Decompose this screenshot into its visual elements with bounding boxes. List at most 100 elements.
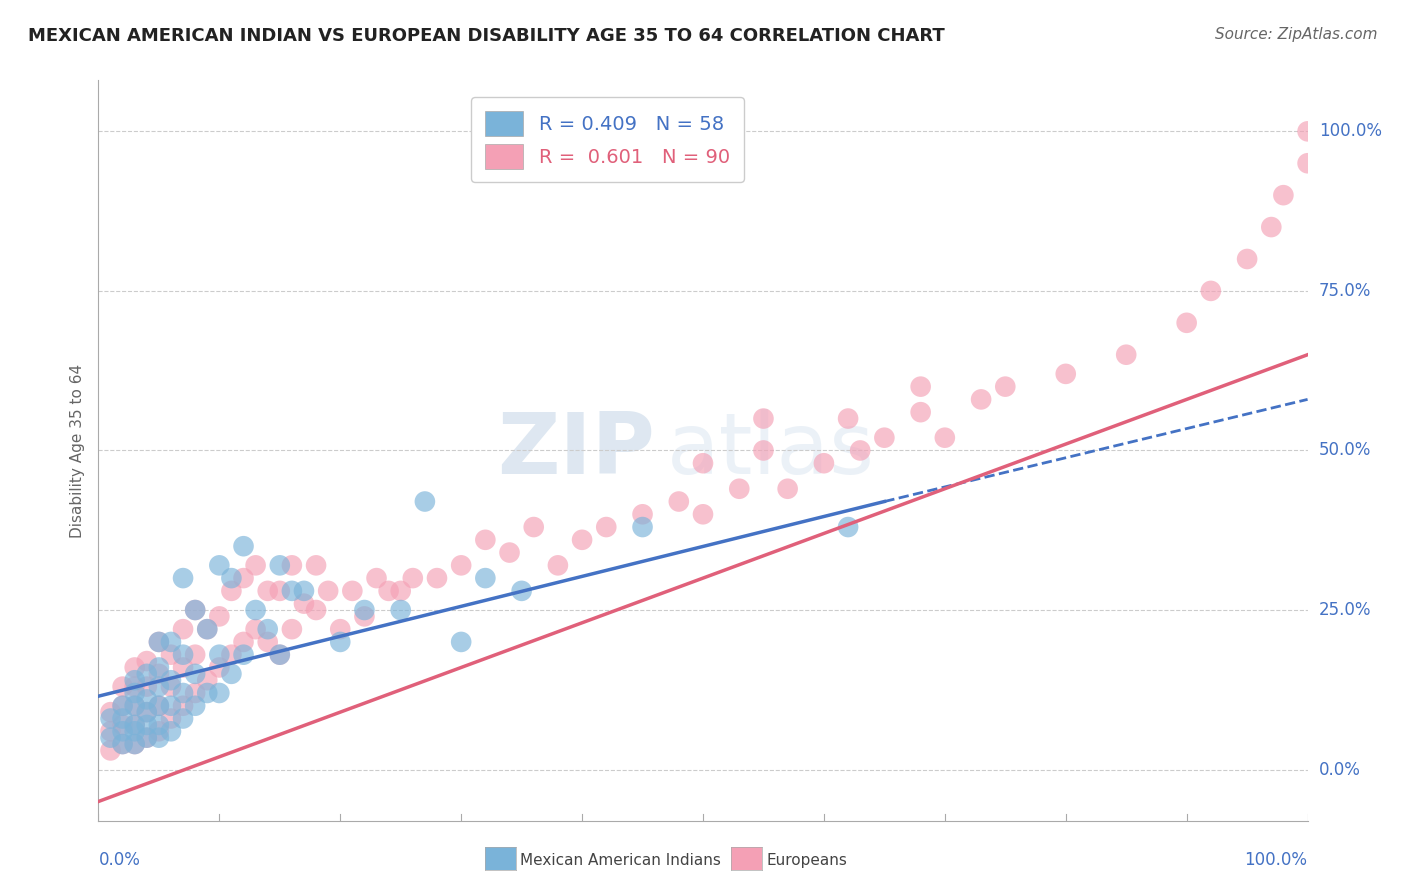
Point — [172, 648, 194, 662]
Point — [160, 698, 183, 713]
Point — [148, 666, 170, 681]
Point — [195, 673, 218, 688]
Point — [111, 698, 134, 713]
Point — [269, 648, 291, 662]
Point — [184, 686, 207, 700]
Point — [232, 635, 254, 649]
Point — [1260, 220, 1282, 235]
Point — [934, 431, 956, 445]
Point — [111, 698, 134, 713]
Point — [752, 443, 775, 458]
Point — [208, 609, 231, 624]
Point — [389, 583, 412, 598]
Legend: R = 0.409   N = 58, R =  0.601   N = 90: R = 0.409 N = 58, R = 0.601 N = 90 — [471, 97, 744, 182]
Point — [752, 411, 775, 425]
Point — [100, 743, 122, 757]
Point — [970, 392, 993, 407]
Point — [135, 731, 157, 745]
Point — [256, 583, 278, 598]
Point — [413, 494, 436, 508]
Text: Europeans: Europeans — [766, 854, 848, 868]
Text: 0.0%: 0.0% — [98, 851, 141, 869]
Text: 100.0%: 100.0% — [1319, 122, 1382, 140]
Point — [124, 737, 146, 751]
Text: MEXICAN AMERICAN INDIAN VS EUROPEAN DISABILITY AGE 35 TO 64 CORRELATION CHART: MEXICAN AMERICAN INDIAN VS EUROPEAN DISA… — [28, 27, 945, 45]
Point — [184, 648, 207, 662]
Point — [111, 712, 134, 726]
Point — [776, 482, 799, 496]
Point — [668, 494, 690, 508]
Point — [389, 603, 412, 617]
Point — [124, 737, 146, 751]
Point — [631, 520, 654, 534]
Point — [232, 648, 254, 662]
Point — [849, 443, 872, 458]
Point — [135, 731, 157, 745]
Point — [135, 654, 157, 668]
Point — [111, 724, 134, 739]
Point — [873, 431, 896, 445]
Point — [100, 705, 122, 719]
Point — [148, 680, 170, 694]
Point — [172, 571, 194, 585]
Point — [221, 666, 243, 681]
Point — [208, 648, 231, 662]
Point — [135, 692, 157, 706]
Point — [124, 673, 146, 688]
Point — [124, 724, 146, 739]
Point — [195, 686, 218, 700]
Point — [172, 622, 194, 636]
Point — [184, 666, 207, 681]
Point — [232, 571, 254, 585]
Point — [269, 558, 291, 573]
Point — [281, 583, 304, 598]
Point — [910, 379, 932, 393]
Point — [329, 622, 352, 636]
Point — [208, 686, 231, 700]
Point — [160, 635, 183, 649]
Point — [837, 411, 859, 425]
Point — [111, 680, 134, 694]
Point — [498, 545, 520, 559]
Point — [160, 673, 183, 688]
Point — [148, 731, 170, 745]
Point — [124, 718, 146, 732]
Point — [124, 698, 146, 713]
Point — [1175, 316, 1198, 330]
Point — [292, 597, 315, 611]
Point — [160, 680, 183, 694]
Point — [402, 571, 425, 585]
Point — [124, 680, 146, 694]
Point — [692, 456, 714, 470]
Point — [124, 660, 146, 674]
Point — [595, 520, 617, 534]
Point — [510, 583, 533, 598]
Point — [124, 698, 146, 713]
Point — [160, 712, 183, 726]
Point — [813, 456, 835, 470]
Point — [523, 520, 546, 534]
Point — [148, 660, 170, 674]
Point — [450, 635, 472, 649]
Text: atlas: atlas — [666, 409, 875, 492]
Y-axis label: Disability Age 35 to 64: Disability Age 35 to 64 — [69, 363, 84, 538]
Text: 50.0%: 50.0% — [1319, 442, 1371, 459]
Point — [305, 558, 328, 573]
Point — [353, 609, 375, 624]
Point — [221, 583, 243, 598]
Text: 75.0%: 75.0% — [1319, 282, 1371, 300]
Point — [692, 508, 714, 522]
Point — [160, 648, 183, 662]
Point — [135, 705, 157, 719]
Point — [195, 622, 218, 636]
Point — [281, 558, 304, 573]
Point — [111, 737, 134, 751]
Point — [148, 718, 170, 732]
Point — [256, 622, 278, 636]
Point — [148, 698, 170, 713]
Point — [292, 583, 315, 598]
Point — [426, 571, 449, 585]
Point — [269, 583, 291, 598]
Point — [184, 603, 207, 617]
Point — [148, 724, 170, 739]
